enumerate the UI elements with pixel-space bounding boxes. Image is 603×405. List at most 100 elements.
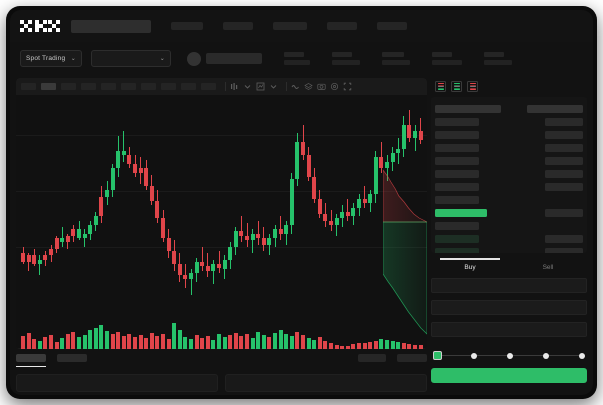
layers-icon[interactable]	[304, 82, 313, 91]
volume-bar	[121, 336, 126, 349]
volume-bar	[105, 331, 109, 349]
nav-item-2[interactable]	[223, 22, 253, 30]
volume-bar	[149, 333, 154, 349]
volume-bar	[250, 337, 255, 349]
volume-bar	[183, 336, 188, 349]
timeframe-button-7[interactable]	[141, 83, 156, 90]
order-total-field[interactable]	[431, 322, 587, 337]
slider-handle[interactable]	[433, 351, 442, 360]
camera-icon[interactable]	[317, 82, 326, 91]
settings-icon[interactable]	[330, 82, 339, 91]
volume-bar	[345, 346, 350, 349]
nav-item-5[interactable]	[377, 22, 407, 30]
timeframe-button-2[interactable]	[41, 83, 56, 90]
orderbook-row[interactable]	[435, 128, 583, 141]
order-price-field[interactable]	[431, 278, 587, 293]
volume-bar	[317, 336, 322, 349]
timeframe-button-1[interactable]	[21, 83, 36, 90]
slider-stop-50[interactable]	[507, 352, 513, 359]
orderbook-row[interactable]	[435, 245, 583, 253]
volume-bar	[99, 324, 104, 349]
volume-bar	[37, 340, 42, 349]
orderbook-row[interactable]	[435, 154, 583, 167]
volume-bar	[295, 332, 300, 349]
orderbook-both-icon[interactable]	[435, 81, 446, 92]
volume-bar	[161, 334, 165, 349]
tab-buy[interactable]: Buy	[431, 258, 509, 276]
timeframe-button-5[interactable]	[101, 83, 116, 90]
slider-stop-25[interactable]	[471, 352, 477, 359]
orderbook-asks-icon[interactable]	[467, 81, 478, 92]
tab-sell[interactable]: Sell	[542, 264, 554, 271]
orderbook-row[interactable]	[435, 141, 583, 154]
orderbook-row[interactable]	[435, 219, 583, 232]
search-input[interactable]	[71, 19, 151, 33]
timeframe-group	[21, 83, 221, 90]
submit-buy-button[interactable]	[431, 368, 587, 383]
order-amount-field[interactable]	[431, 300, 587, 315]
pair-selector[interactable]: ⌄	[91, 50, 171, 67]
timeframe-button-4[interactable]	[81, 83, 96, 90]
order-book[interactable]	[431, 97, 587, 253]
ticker-stat-1-label	[284, 52, 304, 57]
fullscreen-icon[interactable]	[343, 82, 352, 91]
summary-card-1[interactable]	[16, 374, 218, 392]
volume-bar	[390, 340, 395, 349]
orderbook-row[interactable]	[435, 115, 583, 128]
orderbook-row-price	[435, 208, 487, 217]
orderbook-row-price	[435, 143, 479, 152]
nav-item-1[interactable]	[171, 22, 203, 30]
order-form	[431, 278, 587, 350]
gridline-1	[16, 135, 427, 136]
wave-indicator-icon[interactable]	[291, 82, 300, 91]
orderbook-row-price	[435, 104, 501, 113]
timeframe-button-8[interactable]	[161, 83, 176, 90]
price-chart[interactable]	[16, 95, 427, 349]
toolbar-divider	[225, 82, 226, 91]
orderbook-row[interactable]	[435, 180, 583, 193]
orderbook-row-amount	[545, 208, 583, 217]
tab-open-orders[interactable]	[16, 354, 46, 367]
okx-logo-icon[interactable]	[20, 19, 60, 33]
orderbook-row[interactable]	[435, 102, 583, 115]
orderbook-row[interactable]	[435, 167, 583, 180]
orderbook-row[interactable]	[435, 193, 583, 206]
volume-bar	[205, 336, 210, 349]
slider-stop-100[interactable]	[579, 352, 585, 359]
orderbook-row[interactable]	[435, 206, 583, 219]
chevron-down-icon[interactable]	[243, 82, 252, 91]
timeframe-button-6[interactable]	[121, 83, 136, 90]
chart-type-icon[interactable]	[230, 82, 239, 91]
volume-bar	[43, 336, 48, 349]
orderbook-row-price	[435, 130, 479, 139]
volume-bar	[116, 332, 121, 349]
chevron-down-icon[interactable]	[269, 82, 278, 91]
ticker-stat-2-value	[332, 60, 360, 65]
chevron-down-icon: ⌄	[159, 56, 165, 62]
orders-action-1[interactable]	[358, 354, 386, 362]
orders-action-2[interactable]	[397, 354, 427, 362]
timeframe-button-10[interactable]	[201, 83, 216, 90]
timeframe-button-3[interactable]	[61, 83, 76, 90]
volume-bar	[144, 337, 149, 349]
orderbook-row-price	[435, 156, 479, 165]
device-frame: Spot Trading ⌄ ⌄	[6, 6, 597, 399]
orderbook-row[interactable]	[435, 232, 583, 245]
ticker-stat-4-label	[432, 52, 452, 57]
nav-item-4[interactable]	[327, 22, 357, 30]
volume-baseline	[16, 348, 427, 349]
nav-item-3[interactable]	[273, 22, 307, 30]
volume-bar	[373, 340, 378, 349]
chart-panel	[16, 78, 427, 349]
slider-stop-75[interactable]	[543, 352, 549, 359]
trading-mode-selector[interactable]: Spot Trading ⌄	[20, 50, 82, 67]
indicator-icon[interactable]	[256, 82, 265, 91]
volume-bar	[65, 334, 70, 349]
summary-card-2[interactable]	[225, 374, 427, 392]
amount-percentage-slider[interactable]	[433, 350, 585, 362]
tab-order-history[interactable]	[57, 354, 87, 362]
orderbook-bids-icon[interactable]	[451, 81, 462, 92]
timeframe-button-9[interactable]	[181, 83, 196, 90]
volume-bar	[418, 345, 423, 349]
volume-bar	[88, 330, 93, 349]
